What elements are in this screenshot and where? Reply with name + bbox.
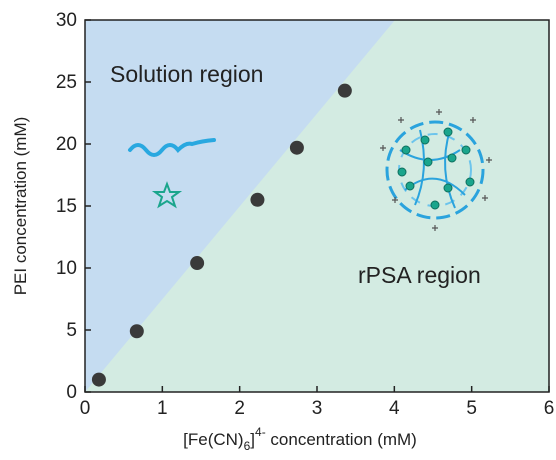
x-axis-title-part: concentration (mM): [266, 430, 417, 449]
y-tick-label: 5: [66, 320, 77, 341]
point: [91, 372, 106, 387]
y-tick-label: 15: [56, 196, 77, 217]
point: [337, 83, 352, 98]
x-tick-label: 5: [466, 398, 477, 419]
x-tick-label: 3: [312, 398, 323, 419]
y-tick-label: 20: [56, 134, 77, 155]
point: [250, 192, 265, 207]
star-icon: [151, 181, 183, 209]
x-tick-label: 1: [157, 398, 168, 419]
annotation: rPSA region: [358, 262, 481, 288]
y-axis-title: PEI concentration (mM): [11, 117, 30, 296]
point: [289, 140, 304, 155]
x-tick-label: 4: [389, 398, 400, 419]
y-tick-label: 10: [56, 258, 77, 279]
x-tick-label: 0: [80, 398, 91, 419]
annotation: Solution region: [110, 61, 263, 87]
x-axis-title: [Fe(CN)6]4- concentration (mM): [183, 425, 417, 453]
x-axis-title-part: 6: [244, 439, 251, 453]
point: [129, 324, 144, 339]
x-tick-label: 2: [234, 398, 245, 419]
particle-icon: [380, 109, 492, 231]
x-axis-title-part: 4-: [255, 425, 266, 439]
solution-region: [85, 20, 395, 392]
point: [190, 256, 205, 271]
y-tick-label: 0: [66, 382, 77, 403]
x-axis-title-part: ]: [250, 430, 255, 449]
polymer-icon: [128, 138, 216, 157]
x-axis-title-part: [Fe(CN): [183, 430, 243, 449]
y-tick-label: 30: [56, 10, 77, 31]
y-tick-label: 25: [56, 72, 77, 93]
x-tick-label: 6: [544, 398, 555, 419]
